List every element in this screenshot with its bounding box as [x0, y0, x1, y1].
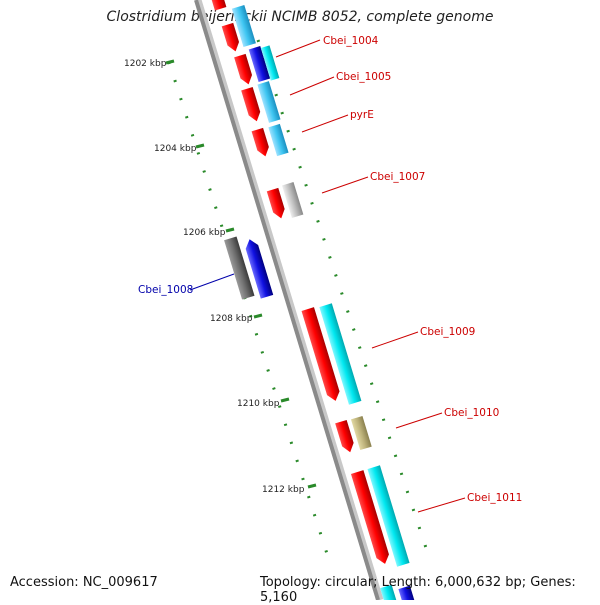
cds-arrow[interactable] — [251, 127, 272, 158]
cds-arrow[interactable] — [221, 22, 242, 53]
gene-box[interactable] — [224, 236, 255, 300]
gene-box[interactable] — [257, 81, 281, 123]
tick-mark — [307, 483, 317, 489]
gene-label-pyre[interactable]: pyrE — [350, 109, 374, 121]
tick-mark — [225, 227, 235, 233]
gene-label-cbei-1010[interactable]: Cbei_1010 — [444, 407, 499, 419]
cds-arrow[interactable] — [301, 307, 342, 403]
tick-label: 1210 kbp — [237, 399, 280, 409]
genome-summary-text: Topology: circular; Length: 6,000,632 bp… — [260, 575, 576, 605]
gene-label-cbei-1007[interactable]: Cbei_1007 — [370, 171, 425, 183]
tick-mark — [195, 143, 205, 149]
tick-label: 1206 kbp — [183, 228, 226, 238]
gene-leader-line — [289, 76, 335, 96]
gene-leader-line — [301, 114, 349, 133]
gene-leader-line — [417, 497, 466, 513]
gene-leader-line — [371, 331, 419, 349]
gene-label-cbei-1008[interactable]: Cbei_1008 — [138, 284, 193, 296]
tick-label: 1208 kbp — [210, 314, 253, 324]
gene-box[interactable] — [350, 415, 372, 451]
outer-tick-track — [256, 39, 432, 561]
gene-label-cbei-1009[interactable]: Cbei_1009 — [420, 326, 475, 338]
cds-arrow[interactable] — [335, 419, 356, 454]
cds-arrow[interactable] — [241, 86, 262, 123]
tick-mark — [280, 397, 290, 403]
gene-box[interactable] — [231, 4, 256, 48]
gene-label-cbei-1004[interactable]: Cbei_1004 — [323, 35, 379, 47]
gene-box[interactable] — [260, 45, 280, 81]
cds-arrow-reverse[interactable] — [243, 237, 274, 299]
tick-label: 1202 kbp — [124, 59, 167, 69]
accession-text: Accession: NC_009617 — [10, 575, 158, 590]
cds-arrow[interactable] — [350, 470, 391, 566]
tick-mark — [253, 313, 263, 319]
gene-box[interactable] — [248, 45, 271, 83]
tick-label: 1212 kbp — [262, 485, 305, 495]
gene-box[interactable] — [268, 123, 289, 157]
tick-mark — [165, 59, 175, 65]
gene-box[interactable] — [367, 465, 410, 567]
cds-arrow[interactable] — [234, 53, 254, 86]
gene-label-cbei-1005[interactable]: Cbei_1005 — [336, 71, 391, 83]
gene-leader-line — [321, 176, 369, 194]
gene-box[interactable] — [319, 303, 362, 405]
gene-label-cbei-1011[interactable]: Cbei_1011 — [467, 492, 522, 504]
tick-label: 1204 kbp — [154, 144, 197, 154]
gene-leader-line — [395, 412, 443, 429]
backbone — [194, 0, 380, 600]
cds-arrow[interactable] — [210, 0, 227, 11]
gene-box[interactable] — [281, 181, 304, 219]
cds-arrow[interactable] — [266, 187, 287, 220]
gene-leader-line — [275, 39, 321, 58]
gene-box[interactable] — [380, 584, 398, 600]
gene-leader-line — [189, 273, 235, 291]
